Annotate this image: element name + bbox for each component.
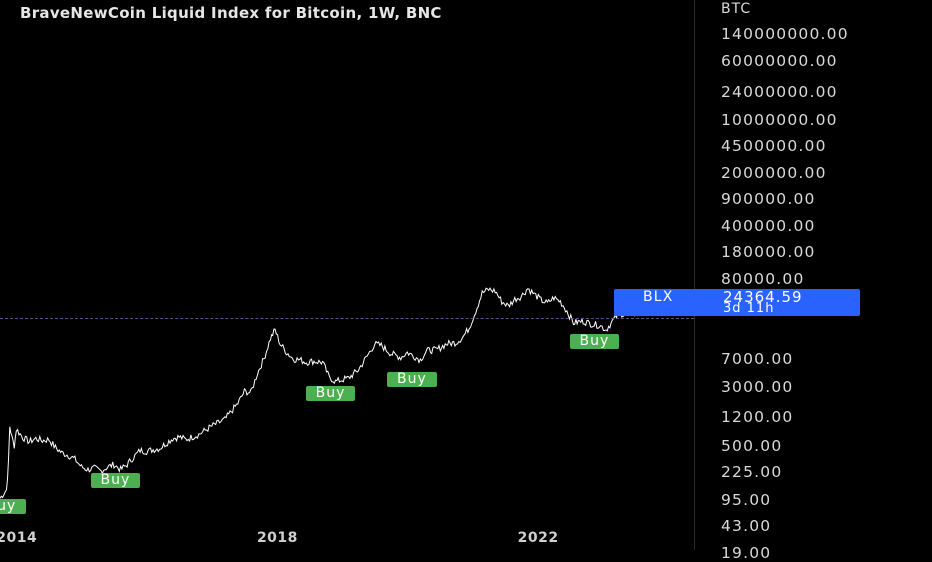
price-tick-label: 19.00	[721, 543, 772, 562]
last-price-tag[interactable]: BLX 24364.59 3d 11h	[614, 288, 860, 316]
price-tick-label: 43.00	[721, 517, 772, 536]
time-tick-label: 2022	[517, 530, 559, 546]
price-tick-label: 900000.00	[721, 190, 816, 209]
last-price-value: 24364.59	[723, 288, 803, 306]
price-axis-unit: BTC	[721, 1, 752, 17]
price-tick-label: 7000.00	[721, 349, 794, 368]
price-tick-label: 1200.00	[721, 407, 794, 426]
price-tick-label: 140000000.00	[721, 24, 849, 43]
bar-countdown: 3d 11h	[723, 301, 775, 316]
price-tick-label: 225.00	[721, 462, 783, 481]
buy-signal-label[interactable]: Buy	[569, 333, 620, 349]
buy-signal-label[interactable]: Buy	[90, 473, 141, 488]
price-tick-label: 500.00	[721, 436, 783, 455]
plot-area[interactable]: Buy Buy Buy Buy Buy 2014 2018 2022 BraveNewCoi…	[0, 0, 694, 550]
buy-signal-label[interactable]: Buy	[305, 385, 356, 401]
price-axis[interactable]: BTC 140000000.00 60000000.00 24000000.00 10…	[695, 0, 932, 562]
buy-signal-label[interactable]: Buy	[0, 498, 27, 514]
chart-title[interactable]: BraveNewCoin Liquid Index for Bitcoin, 1…	[20, 4, 442, 22]
time-tick-label: 2014	[0, 530, 38, 546]
time-tick-label: 2018	[256, 530, 298, 546]
price-tick-label: 10000000.00	[721, 111, 838, 130]
last-price-line	[0, 318, 694, 319]
price-tick-label: 3000.00	[721, 377, 794, 396]
ticker-label: BLX	[643, 289, 674, 305]
price-tick-label: 400000.00	[721, 216, 816, 235]
price-series-line	[0, 287, 643, 499]
price-tick-label: 2000000.00	[721, 164, 827, 183]
price-tick-label: 4500000.00	[721, 137, 827, 156]
price-line-chart	[0, 287, 643, 499]
axis-divider	[694, 0, 695, 550]
price-tick-label: 24000000.00	[721, 82, 838, 101]
price-tick-label: 60000000.00	[721, 52, 838, 71]
price-tick-label: 95.00	[721, 491, 772, 510]
buy-signal-label[interactable]: Buy	[387, 371, 437, 387]
price-tick-label: 80000.00	[721, 269, 805, 288]
price-tick-label: 180000.00	[721, 243, 816, 262]
